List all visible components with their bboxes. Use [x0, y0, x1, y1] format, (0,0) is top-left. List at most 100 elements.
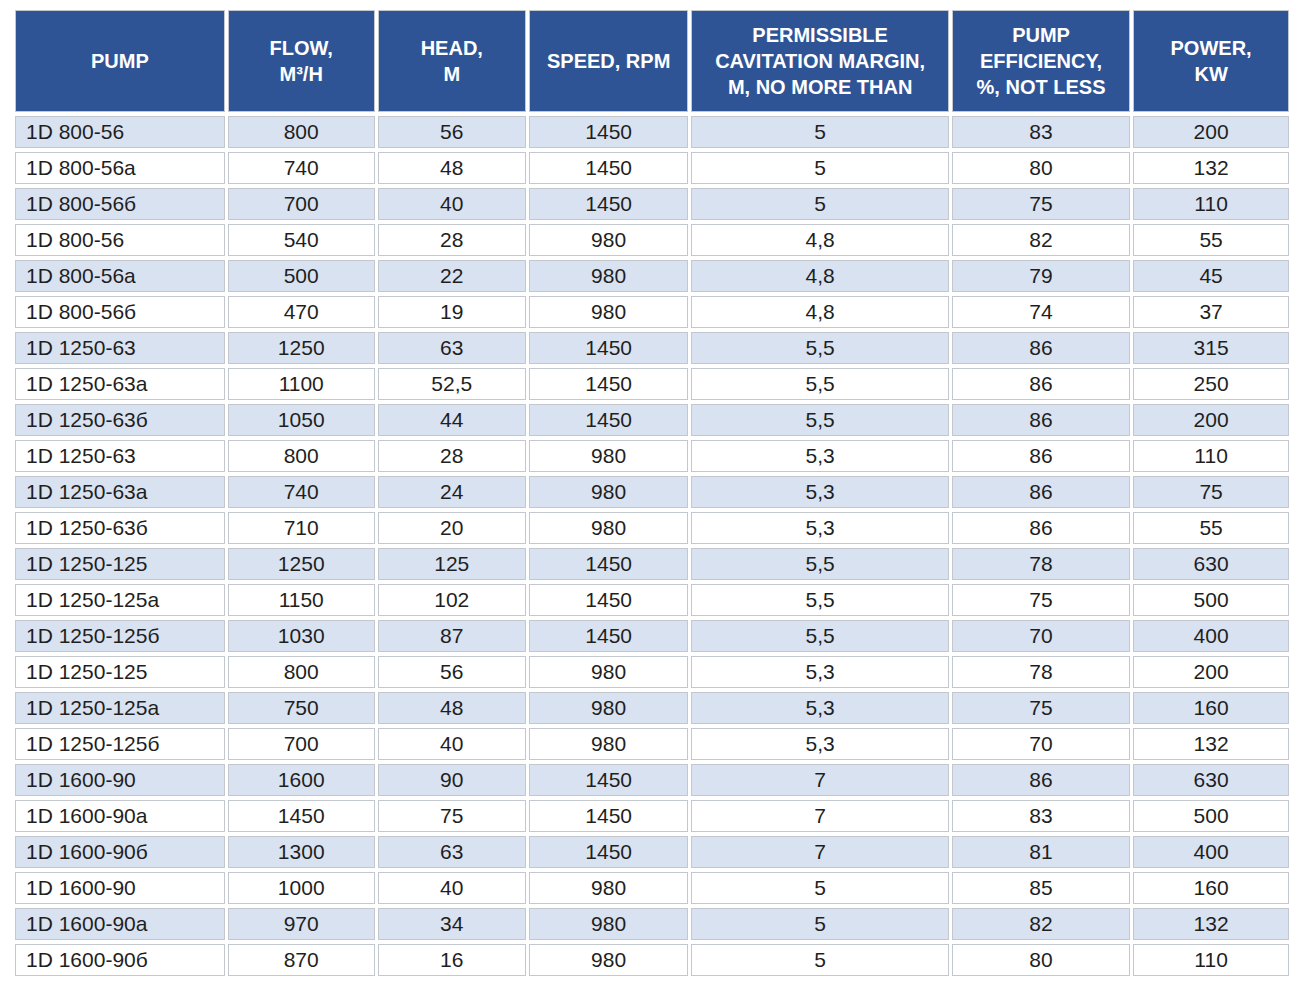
- cell-power: 400: [1133, 836, 1289, 868]
- cell-efficiency: 75: [952, 692, 1130, 724]
- cell-speed: 980: [529, 656, 689, 688]
- cell-speed: 980: [529, 692, 689, 724]
- table-row: 1D 1250-63б 1050 44 1450 5,5 86 200: [15, 404, 1289, 436]
- cell-flow: 1250: [228, 332, 375, 364]
- cell-head: 28: [378, 224, 526, 256]
- cell-speed: 1450: [529, 836, 689, 868]
- cell-speed: 980: [529, 908, 689, 940]
- cell-head: 52,5: [378, 368, 526, 400]
- cell-cavitation: 5: [691, 152, 948, 184]
- cell-head: 28: [378, 440, 526, 472]
- cell-head: 48: [378, 152, 526, 184]
- cell-flow: 470: [228, 296, 375, 328]
- table-row: 1D 1600-90б 870 16 980 5 80 110: [15, 944, 1289, 976]
- table-row: 1D 800-56 800 56 1450 5 83 200: [15, 116, 1289, 148]
- col-header-power: POWER, KW: [1133, 10, 1289, 112]
- cell-head: 40: [378, 872, 526, 904]
- cell-pump: 1D 1250-63a: [15, 476, 225, 508]
- cell-pump: 1D 1600-90: [15, 872, 225, 904]
- cell-speed: 1450: [529, 368, 689, 400]
- cell-flow: 710: [228, 512, 375, 544]
- cell-head: 16: [378, 944, 526, 976]
- cell-power: 200: [1133, 116, 1289, 148]
- cell-flow: 740: [228, 152, 375, 184]
- cell-head: 34: [378, 908, 526, 940]
- cell-flow: 800: [228, 440, 375, 472]
- cell-pump: 1D 1600-90: [15, 764, 225, 796]
- cell-efficiency: 86: [952, 476, 1130, 508]
- cell-speed: 980: [529, 224, 689, 256]
- cell-cavitation: 5,3: [691, 656, 948, 688]
- cell-power: 160: [1133, 692, 1289, 724]
- cell-head: 56: [378, 116, 526, 148]
- cell-efficiency: 78: [952, 548, 1130, 580]
- cell-pump: 1D 800-56б: [15, 188, 225, 220]
- cell-efficiency: 86: [952, 764, 1130, 796]
- cell-speed: 1450: [529, 116, 689, 148]
- cell-flow: 500: [228, 260, 375, 292]
- cell-speed: 980: [529, 440, 689, 472]
- cell-head: 24: [378, 476, 526, 508]
- table-row: 1D 1600-90 1000 40 980 5 85 160: [15, 872, 1289, 904]
- cell-efficiency: 80: [952, 944, 1130, 976]
- cell-speed: 1450: [529, 584, 689, 616]
- cell-cavitation: 5,3: [691, 692, 948, 724]
- cell-power: 110: [1133, 944, 1289, 976]
- cell-power: 110: [1133, 440, 1289, 472]
- cell-efficiency: 82: [952, 908, 1130, 940]
- cell-speed: 1450: [529, 152, 689, 184]
- col-header-pump: PUMP: [15, 10, 225, 112]
- cell-pump: 1D 1250-63б: [15, 404, 225, 436]
- cell-cavitation: 5: [691, 872, 948, 904]
- cell-pump: 1D 1250-63: [15, 440, 225, 472]
- cell-cavitation: 4,8: [691, 296, 948, 328]
- table-row: 1D 1250-63б 710 20 980 5,3 86 55: [15, 512, 1289, 544]
- cell-efficiency: 85: [952, 872, 1130, 904]
- cell-efficiency: 86: [952, 404, 1130, 436]
- cell-efficiency: 80: [952, 152, 1130, 184]
- cell-speed: 980: [529, 296, 689, 328]
- cell-power: 500: [1133, 800, 1289, 832]
- cell-speed: 980: [529, 512, 689, 544]
- cell-efficiency: 70: [952, 728, 1130, 760]
- cell-pump: 1D 1600-90a: [15, 800, 225, 832]
- table-row: 1D 1600-90a 970 34 980 5 82 132: [15, 908, 1289, 940]
- cell-flow: 1100: [228, 368, 375, 400]
- cell-pump: 1D 800-56: [15, 116, 225, 148]
- cell-power: 37: [1133, 296, 1289, 328]
- cell-cavitation: 4,8: [691, 224, 948, 256]
- pump-specs-table: PUMP FLOW, M³/H HEAD, M SPEED, RPM PERMI…: [12, 6, 1292, 980]
- cell-cavitation: 5,5: [691, 584, 948, 616]
- cell-head: 44: [378, 404, 526, 436]
- cell-head: 63: [378, 332, 526, 364]
- cell-cavitation: 5,3: [691, 512, 948, 544]
- cell-head: 40: [378, 188, 526, 220]
- cell-cavitation: 7: [691, 764, 948, 796]
- cell-efficiency: 86: [952, 440, 1130, 472]
- cell-pump: 1D 1250-125a: [15, 584, 225, 616]
- cell-speed: 1450: [529, 332, 689, 364]
- cell-efficiency: 86: [952, 332, 1130, 364]
- table-row: 1D 1600-90 1600 90 1450 7 86 630: [15, 764, 1289, 796]
- table-row: 1D 1250-63a 740 24 980 5,3 86 75: [15, 476, 1289, 508]
- cell-speed: 980: [529, 872, 689, 904]
- cell-efficiency: 75: [952, 584, 1130, 616]
- table-row: 1D 1600-90a 1450 75 1450 7 83 500: [15, 800, 1289, 832]
- cell-cavitation: 5: [691, 188, 948, 220]
- cell-head: 63: [378, 836, 526, 868]
- cell-cavitation: 5,3: [691, 476, 948, 508]
- cell-head: 102: [378, 584, 526, 616]
- cell-flow: 700: [228, 728, 375, 760]
- cell-efficiency: 78: [952, 656, 1130, 688]
- cell-power: 55: [1133, 512, 1289, 544]
- cell-flow: 870: [228, 944, 375, 976]
- table-row: 1D 800-56a 740 48 1450 5 80 132: [15, 152, 1289, 184]
- cell-speed: 1450: [529, 548, 689, 580]
- cell-power: 630: [1133, 548, 1289, 580]
- cell-cavitation: 5: [691, 908, 948, 940]
- table-row: 1D 800-56б 700 40 1450 5 75 110: [15, 188, 1289, 220]
- cell-power: 630: [1133, 764, 1289, 796]
- cell-efficiency: 70: [952, 620, 1130, 652]
- cell-pump: 1D 1250-125a: [15, 692, 225, 724]
- cell-head: 75: [378, 800, 526, 832]
